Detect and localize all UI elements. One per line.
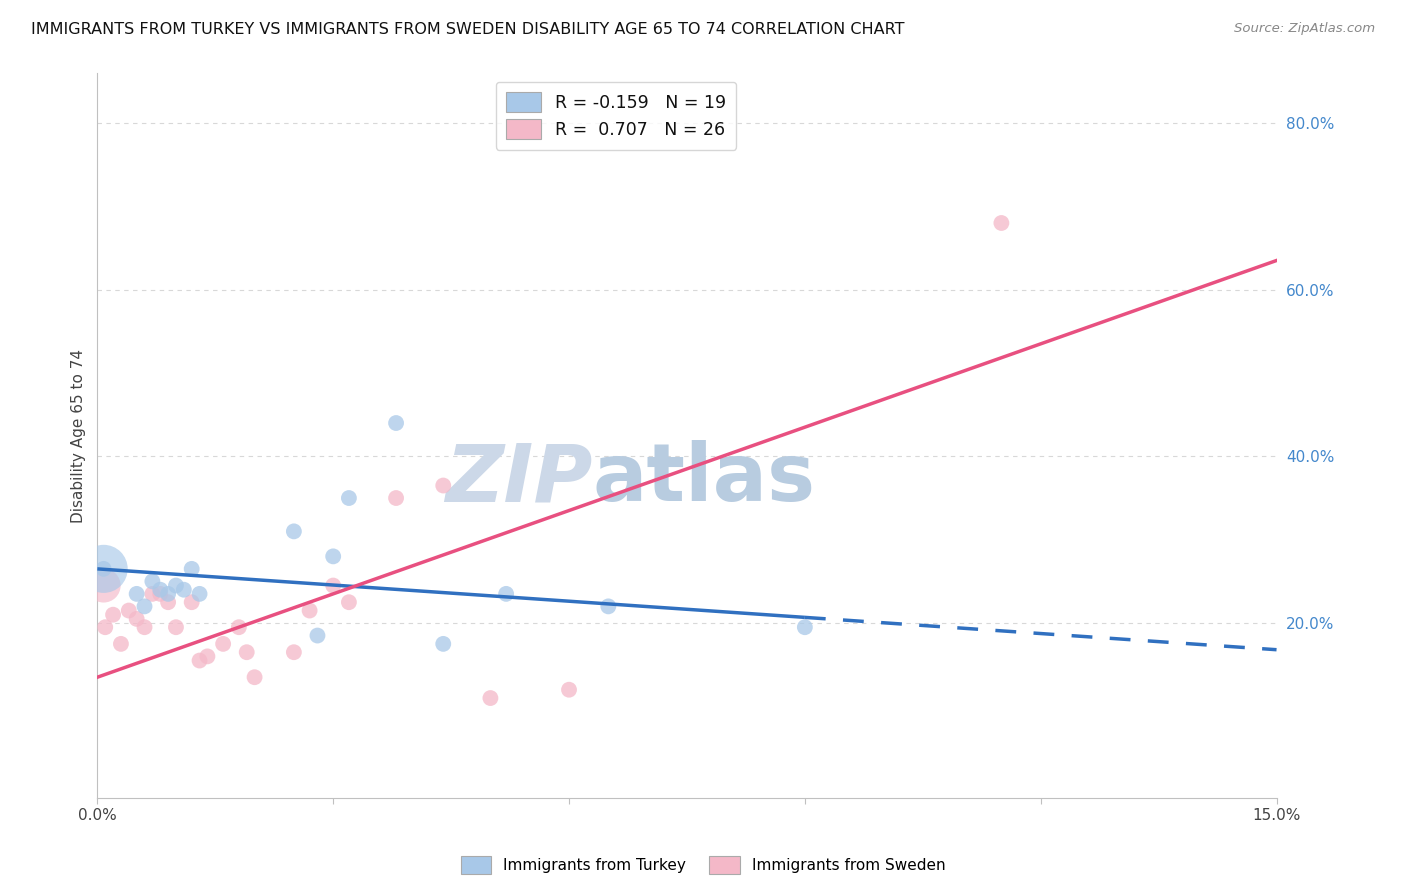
Point [990, 216, 1012, 230]
Point [134, 599, 156, 614]
Legend: R = -0.159   N = 19, R =  0.707   N = 26: R = -0.159 N = 19, R = 0.707 N = 26 [496, 82, 737, 150]
Point [125, 587, 148, 601]
Point [141, 587, 163, 601]
Point [134, 620, 156, 634]
Point [165, 620, 187, 634]
Point [93, 562, 115, 576]
Point [149, 587, 172, 601]
Point [322, 578, 344, 592]
Text: Source: ZipAtlas.com: Source: ZipAtlas.com [1234, 22, 1375, 36]
Point [157, 595, 180, 609]
Point [94, 620, 117, 634]
Point [212, 637, 235, 651]
Point [283, 645, 305, 659]
Text: atlas: atlas [592, 440, 815, 518]
Point [125, 612, 148, 626]
Point [793, 620, 815, 634]
Point [188, 587, 211, 601]
Text: IMMIGRANTS FROM TURKEY VS IMMIGRANTS FROM SWEDEN DISABILITY AGE 65 TO 74 CORRELA: IMMIGRANTS FROM TURKEY VS IMMIGRANTS FRO… [31, 22, 904, 37]
Point [495, 587, 517, 601]
Point [93, 562, 115, 576]
Point [118, 603, 141, 617]
Point [298, 603, 321, 617]
Point [337, 491, 360, 505]
Text: ZIP: ZIP [446, 440, 592, 518]
Legend: Immigrants from Turkey, Immigrants from Sweden: Immigrants from Turkey, Immigrants from … [454, 850, 952, 880]
Point [235, 645, 257, 659]
Point [558, 682, 581, 697]
Point [337, 595, 360, 609]
Point [598, 599, 620, 614]
Point [432, 637, 454, 651]
Point [180, 562, 202, 576]
Point [173, 582, 195, 597]
Point [243, 670, 266, 684]
Point [188, 654, 211, 668]
Point [322, 549, 344, 564]
Point [307, 628, 329, 642]
Point [157, 587, 180, 601]
Point [101, 607, 124, 622]
Point [180, 595, 202, 609]
Point [165, 578, 187, 592]
Point [93, 578, 115, 592]
Point [110, 637, 132, 651]
Point [197, 649, 219, 664]
Point [141, 574, 163, 589]
Point [385, 416, 408, 430]
Point [228, 620, 250, 634]
Y-axis label: Disability Age 65 to 74: Disability Age 65 to 74 [72, 349, 86, 523]
Point [283, 524, 305, 539]
Point [432, 478, 454, 492]
Point [479, 691, 502, 706]
Point [385, 491, 408, 505]
Point [149, 582, 172, 597]
